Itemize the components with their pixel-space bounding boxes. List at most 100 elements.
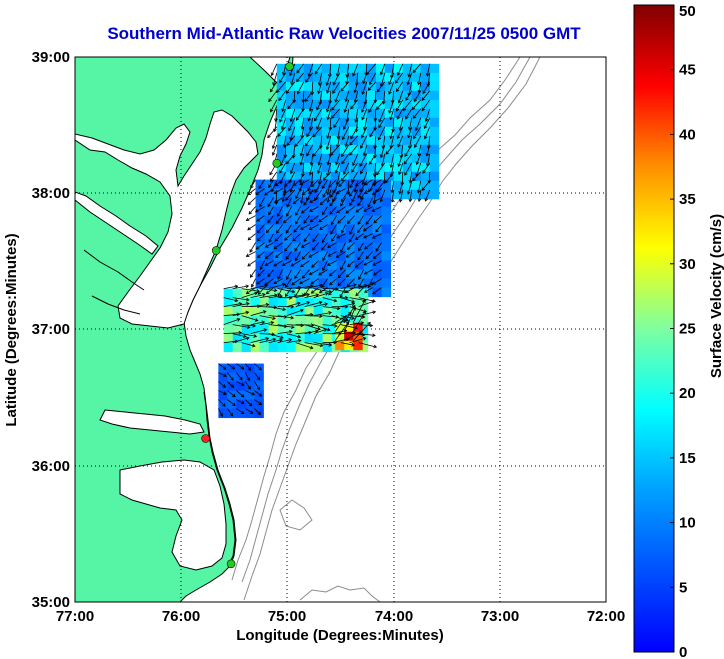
velocity-arrow <box>337 269 346 279</box>
velocity-arrow <box>236 390 245 398</box>
velocity-arrow <box>367 197 373 208</box>
velocity-arrow <box>273 278 283 284</box>
velocity-cell <box>420 117 431 128</box>
velocity-cell <box>339 135 350 146</box>
velocity-arrow <box>321 233 328 244</box>
velocity-cell <box>282 233 293 244</box>
velocity-arrow <box>341 189 350 203</box>
velocity-cell <box>312 162 323 173</box>
velocity-arrow <box>318 269 328 276</box>
velocity-cell <box>429 99 440 110</box>
velocity-arrow <box>250 179 256 189</box>
velocity-cell <box>285 81 296 92</box>
velocity-arrow <box>322 260 328 272</box>
velocity-arrow <box>241 315 259 322</box>
velocity-cell <box>429 81 440 92</box>
velocity-arrow <box>326 180 332 196</box>
velocity-cell <box>335 340 345 351</box>
velocity-vectors <box>218 63 432 417</box>
velocity-arrow <box>408 189 413 203</box>
velocity-cell <box>429 63 440 74</box>
velocity-cell <box>420 72 431 83</box>
velocity-cell <box>340 297 351 308</box>
velocity-cell <box>313 333 324 344</box>
velocity-cell <box>259 288 270 299</box>
velocity-cell <box>218 408 228 419</box>
velocity-cell <box>300 278 311 289</box>
velocity-arrow <box>326 108 332 121</box>
velocity-arrow <box>313 342 333 347</box>
velocity-arrow <box>278 90 287 102</box>
velocity-arrow <box>317 81 323 95</box>
velocity-arrow <box>364 287 373 293</box>
velocity-cell <box>336 188 347 199</box>
velocity-cell <box>236 399 246 410</box>
velocity-arrow <box>414 135 422 148</box>
colorbar-tick-label: 50 <box>679 3 696 20</box>
velocity-cell <box>372 242 383 253</box>
velocity-arrow <box>326 153 332 166</box>
velocity-cell <box>277 288 288 299</box>
velocity-cell <box>268 315 279 326</box>
velocity-cell <box>330 126 341 137</box>
velocity-arrow <box>259 260 265 271</box>
velocity-arrow <box>349 135 359 146</box>
velocity-arrow <box>336 206 346 214</box>
velocity-cell <box>339 72 350 83</box>
velocity-arrow <box>358 342 378 349</box>
velocity-arrow <box>368 72 377 86</box>
velocity-cell <box>353 340 363 351</box>
velocity-arrow <box>322 306 341 311</box>
y-tick-label: 36:00 <box>32 458 70 475</box>
velocity-cell <box>303 108 314 119</box>
velocity-arrow <box>284 278 292 288</box>
velocity-arrow <box>232 333 247 339</box>
velocity-cell <box>336 278 347 289</box>
velocity-cell <box>223 333 234 344</box>
velocity-arrow <box>286 153 296 165</box>
velocity-cell <box>295 288 306 299</box>
velocity-cell <box>327 242 338 253</box>
velocity-arrow <box>285 81 296 94</box>
velocity-arrow <box>322 251 328 262</box>
velocity-cell <box>393 126 404 137</box>
velocity-arrow <box>344 90 350 103</box>
velocity-arrow <box>425 144 431 157</box>
velocity-arrow <box>259 315 276 321</box>
velocity-arrow <box>318 215 328 223</box>
velocity-arrow <box>424 108 431 123</box>
velocity-cell <box>276 153 287 164</box>
velocity-arrow <box>248 206 256 215</box>
velocity-arrow <box>378 108 386 123</box>
velocity-arrow <box>333 117 341 129</box>
velocity-cell <box>282 188 293 199</box>
velocity-arrow <box>322 297 338 303</box>
velocity-arrow <box>365 215 373 225</box>
velocity-cell <box>321 90 332 101</box>
velocity-arrow <box>269 99 278 113</box>
velocity-arrow <box>223 318 241 326</box>
velocity-cell <box>291 233 302 244</box>
velocity-cell <box>339 144 350 155</box>
velocity-arrow <box>407 126 413 139</box>
velocity-arrow <box>358 323 374 328</box>
velocity-cell <box>327 233 338 244</box>
velocity-arrow <box>396 126 404 140</box>
velocity-arrow <box>270 63 278 77</box>
velocity-arrow <box>360 162 368 175</box>
velocity-arrow <box>317 162 323 174</box>
velocity-arrow <box>329 197 337 207</box>
velocity-arrow <box>294 251 301 262</box>
velocity-cell <box>273 269 284 280</box>
velocity-arrow <box>340 242 346 254</box>
pamlico-sound <box>119 459 227 571</box>
velocity-arrow <box>376 81 386 93</box>
velocity-arrow <box>375 242 382 252</box>
velocity-cell <box>318 197 329 208</box>
velocity-arrow <box>295 206 301 216</box>
velocity-cell <box>291 242 302 253</box>
velocity-cell <box>330 117 341 128</box>
velocity-cell <box>313 297 324 308</box>
velocity-arrow <box>218 363 227 370</box>
velocity-cell <box>354 269 365 280</box>
